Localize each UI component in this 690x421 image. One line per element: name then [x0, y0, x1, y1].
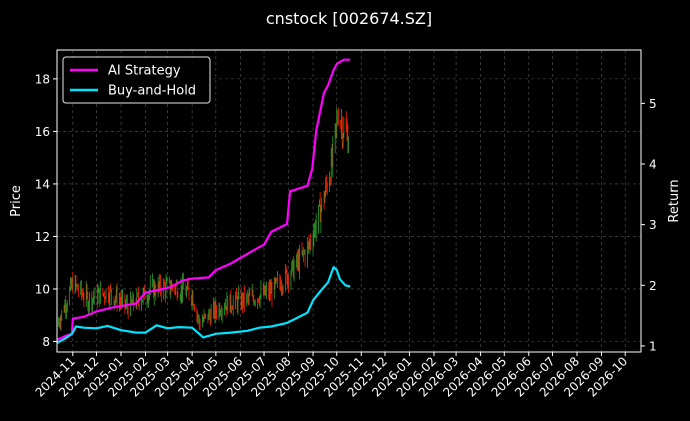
x-axis: 2024-112024-122025-012025-022025-032025-… [33, 352, 630, 400]
plot-frame [56, 49, 642, 353]
y-tick-label: 12 [35, 230, 50, 244]
y-tick-label: 10 [35, 282, 50, 296]
y2-tick-label: 5 [649, 97, 657, 111]
y2-tick-label: 3 [649, 218, 657, 232]
y2-axis-label: Return [667, 179, 682, 222]
y-tick-label: 16 [35, 125, 50, 139]
price-candles [58, 107, 350, 331]
y2-tick-label: 2 [649, 279, 657, 293]
legend-label-ai-strategy: AI Strategy [108, 64, 181, 79]
legend-box [62, 56, 211, 104]
legend: AI Strategy Buy-and-Hold [62, 56, 211, 104]
series-line-ai-strategy [56, 58, 351, 341]
right-axis: 1 2 3 4 5 [641, 97, 657, 353]
series-lines [56, 58, 351, 344]
y-tick-label: 18 [35, 72, 50, 86]
chart-title: cnstock [002674.SZ] [266, 9, 432, 28]
y-tick-label: 8 [42, 335, 50, 349]
series-line-buy-and-hold [56, 266, 351, 344]
left-axis: 8 10 12 14 16 18 [35, 72, 57, 349]
y-axis-label: Price [9, 185, 24, 217]
y2-tick-label: 1 [649, 339, 657, 353]
grid [57, 50, 641, 352]
y2-tick-label: 4 [649, 158, 657, 172]
legend-label-buy-and-hold: Buy-and-Hold [108, 84, 196, 99]
y-tick-label: 14 [35, 177, 50, 191]
